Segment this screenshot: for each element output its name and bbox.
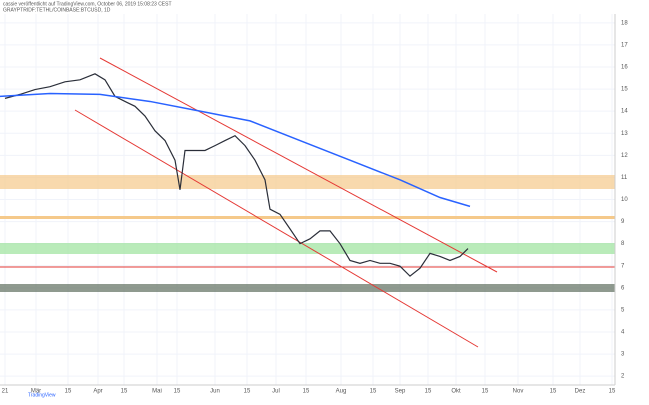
header-line: GRAYPTRIDF:TETHL/COINBASE:BTCUSD, 1D xyxy=(3,7,111,13)
zone xyxy=(0,284,615,292)
channel-line xyxy=(99,57,498,273)
y-tick-label: 16 xyxy=(621,65,628,71)
header-line: cassie veröffentlicht auf TradingView.co… xyxy=(3,1,172,7)
y-tick-label: 17 xyxy=(621,42,628,48)
y-tick-label: 7 xyxy=(621,263,625,269)
y-tick-label: 2 xyxy=(621,374,625,380)
y-tick-label: 9 xyxy=(621,219,625,225)
y-tick-label: 4 xyxy=(621,330,625,336)
y-tick-label: 6 xyxy=(621,285,625,291)
y-tick-label: 10 xyxy=(621,197,628,203)
x-tick-label: Jul xyxy=(272,389,280,395)
x-tick-label: 21 xyxy=(2,389,9,395)
y-tick-label: 8 xyxy=(621,241,625,247)
zone xyxy=(0,216,615,219)
x-tick-label: 15 xyxy=(550,389,557,395)
x-tick-label: Dez xyxy=(575,389,586,395)
x-tick-label: Mär xyxy=(31,389,41,395)
y-tick-label: 12 xyxy=(621,153,628,159)
x-tick-label: 15 xyxy=(482,389,489,395)
x-tick-label: 15 xyxy=(65,389,72,395)
y-tick-label: 5 xyxy=(621,307,625,313)
y-tick-label: 11 xyxy=(621,175,628,181)
x-tick-label: Aug xyxy=(336,389,347,395)
x-tick-label: Jun xyxy=(210,389,220,395)
x-tick-label: 15 xyxy=(244,389,251,395)
x-tick-label: Mai xyxy=(152,389,162,395)
y-tick-label: 13 xyxy=(621,131,628,137)
x-tick-label: 15 xyxy=(303,389,310,395)
x-tick-label: 15 xyxy=(609,389,616,395)
brand: TradingView xyxy=(28,392,56,398)
y-tick-label: 18 xyxy=(621,20,628,26)
x-tick-label: Okt xyxy=(451,389,461,395)
price-line xyxy=(0,92,471,208)
y-tick-label: 3 xyxy=(621,352,625,358)
x-tick-label: Apr xyxy=(93,389,102,395)
price-line xyxy=(4,73,469,277)
y-tick-label: 14 xyxy=(621,109,628,115)
channel-line xyxy=(74,109,479,348)
x-tick-label: Nov xyxy=(513,389,524,395)
y-tick-label: 15 xyxy=(621,87,628,93)
x-tick-label: 15 xyxy=(370,389,377,395)
zone xyxy=(0,243,615,254)
x-tick-label: 15 xyxy=(425,389,432,395)
x-tick-label: 15 xyxy=(121,389,128,395)
zone xyxy=(0,175,615,189)
x-tick-label: 15 xyxy=(174,389,181,395)
x-tick-label: Sep xyxy=(395,389,406,395)
